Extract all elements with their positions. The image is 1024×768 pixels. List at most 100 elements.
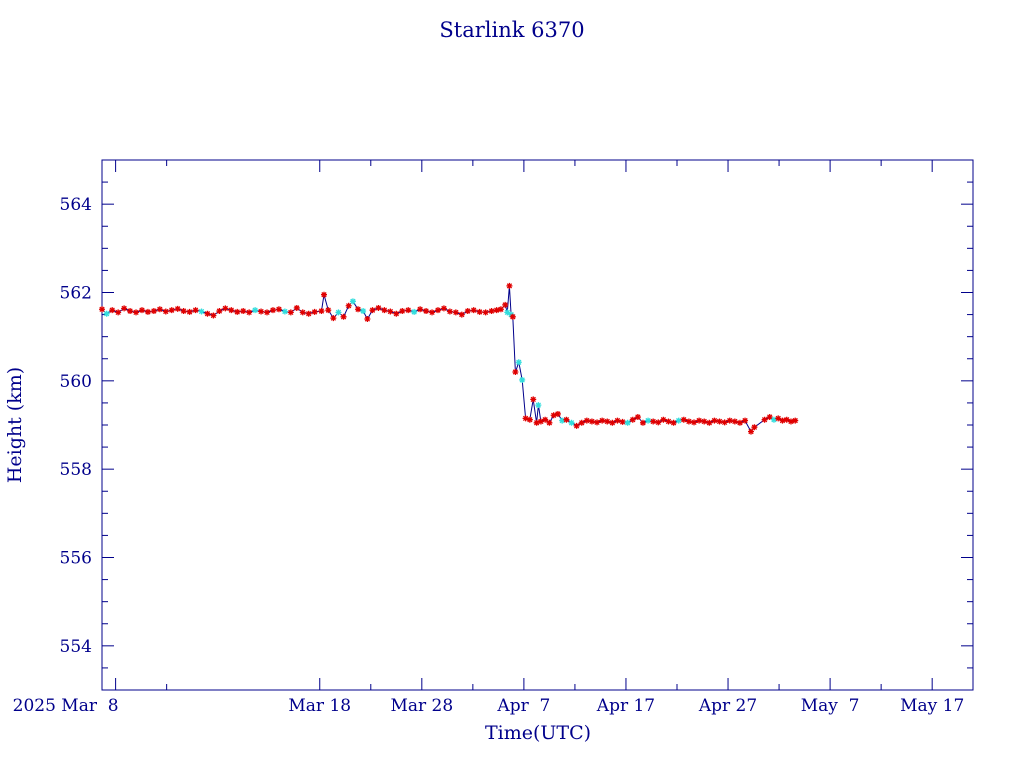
x-axis-tick-labels: 2025 Mar 8 Mar 18 Mar 28 Apr 7 Apr 17 Apr 27 M… xyxy=(13,696,965,716)
data-point-marker xyxy=(619,418,626,425)
data-point-marker xyxy=(275,306,282,313)
data-point-marker xyxy=(330,315,337,322)
data-point-marker xyxy=(645,417,652,424)
data-point-marker xyxy=(186,308,193,315)
data-point-marker xyxy=(583,417,590,424)
data-point-marker xyxy=(614,417,621,424)
data-point-marker xyxy=(515,359,522,366)
data-point-marker xyxy=(655,419,662,426)
data-point-marker xyxy=(716,418,723,425)
data-point-marker xyxy=(210,312,217,319)
data-point-marker xyxy=(629,416,636,423)
x-axis-label: Time(UTC) xyxy=(485,722,591,744)
data-point-marker xyxy=(568,419,575,426)
data-point-marker xyxy=(174,305,181,312)
data-point-marker xyxy=(721,419,728,426)
data-point-marker xyxy=(399,308,406,315)
data-point-marker xyxy=(482,309,489,316)
data-point-marker xyxy=(103,310,110,317)
data-point-marker xyxy=(751,424,758,431)
data-point-marker xyxy=(599,417,606,424)
data-point-marker xyxy=(696,417,703,424)
data-point-marker xyxy=(792,417,799,424)
data-point-marker xyxy=(411,308,418,315)
data-point-marker xyxy=(701,418,708,425)
data-point-marker xyxy=(680,416,687,423)
data-point-marker xyxy=(639,419,646,426)
data-point-marker xyxy=(446,308,453,315)
data-point-marker xyxy=(509,313,516,320)
data-point-marker xyxy=(381,307,388,314)
data-point-marker xyxy=(506,282,513,289)
data-point-marker xyxy=(761,416,768,423)
data-point-marker xyxy=(624,419,631,426)
data-point-marker xyxy=(369,307,376,314)
data-point-marker xyxy=(519,376,526,383)
data-point-marker xyxy=(535,402,542,409)
y-tick-label: 562 xyxy=(60,284,92,304)
data-point-marker xyxy=(650,418,657,425)
data-point-marker xyxy=(736,419,743,426)
data-point-marker xyxy=(264,309,271,316)
data-point-marker xyxy=(204,310,211,317)
x-tick-label: May 17 xyxy=(900,696,964,716)
data-point-marker xyxy=(287,309,294,316)
height-series-markers xyxy=(99,282,799,435)
data-point-marker xyxy=(779,417,786,424)
data-point-marker xyxy=(246,309,253,316)
data-point-marker xyxy=(293,304,300,311)
data-point-marker xyxy=(578,419,585,426)
data-point-marker xyxy=(393,310,400,317)
x-tick-label: Apr 17 xyxy=(596,696,655,716)
data-point-marker xyxy=(504,309,511,316)
data-point-marker xyxy=(228,307,235,314)
y-tick-label: 554 xyxy=(60,637,92,657)
data-point-marker xyxy=(168,307,175,314)
data-point-marker xyxy=(731,418,738,425)
data-point-marker xyxy=(537,418,544,425)
data-point-marker xyxy=(470,307,477,314)
data-point-marker xyxy=(563,416,570,423)
data-point-marker xyxy=(345,302,352,309)
y-tick-label: 564 xyxy=(60,195,92,215)
data-point-marker xyxy=(770,416,777,423)
data-point-marker xyxy=(311,308,318,315)
plot-frame xyxy=(101,159,974,691)
data-point-marker xyxy=(252,307,259,314)
data-point-marker xyxy=(99,306,105,313)
data-point-marker xyxy=(559,417,566,424)
data-point-marker xyxy=(325,307,332,314)
data-point-marker xyxy=(594,419,601,426)
data-point-marker xyxy=(660,416,667,423)
data-point-marker xyxy=(434,307,441,314)
y-tick-label: 560 xyxy=(60,372,92,392)
data-point-marker xyxy=(685,418,692,425)
data-point-marker xyxy=(240,308,247,315)
data-point-marker xyxy=(458,311,465,318)
data-point-marker xyxy=(476,308,483,315)
data-point-marker xyxy=(162,308,169,315)
data-point-marker xyxy=(138,307,145,314)
data-point-marker xyxy=(546,419,553,426)
data-point-marker xyxy=(706,419,713,426)
data-point-marker xyxy=(609,419,616,426)
data-point-marker xyxy=(711,417,718,424)
data-point-marker xyxy=(115,309,122,316)
data-point-marker xyxy=(766,414,773,421)
data-point-marker xyxy=(281,308,288,315)
data-point-marker xyxy=(726,417,733,424)
data-point-marker xyxy=(216,308,223,315)
data-point-marker xyxy=(198,308,205,315)
data-point-marker xyxy=(299,309,306,316)
data-point-marker xyxy=(305,310,312,317)
data-point-marker xyxy=(234,308,241,315)
data-point-marker xyxy=(321,291,328,298)
data-point-marker xyxy=(360,308,367,315)
data-point-marker xyxy=(634,414,641,421)
data-point-marker xyxy=(530,396,537,403)
data-point-marker xyxy=(554,410,561,417)
chart-title: Starlink 6370 xyxy=(439,18,584,42)
y-tick-label: 558 xyxy=(60,460,92,480)
data-point-marker xyxy=(670,419,677,426)
data-point-marker xyxy=(464,308,471,315)
